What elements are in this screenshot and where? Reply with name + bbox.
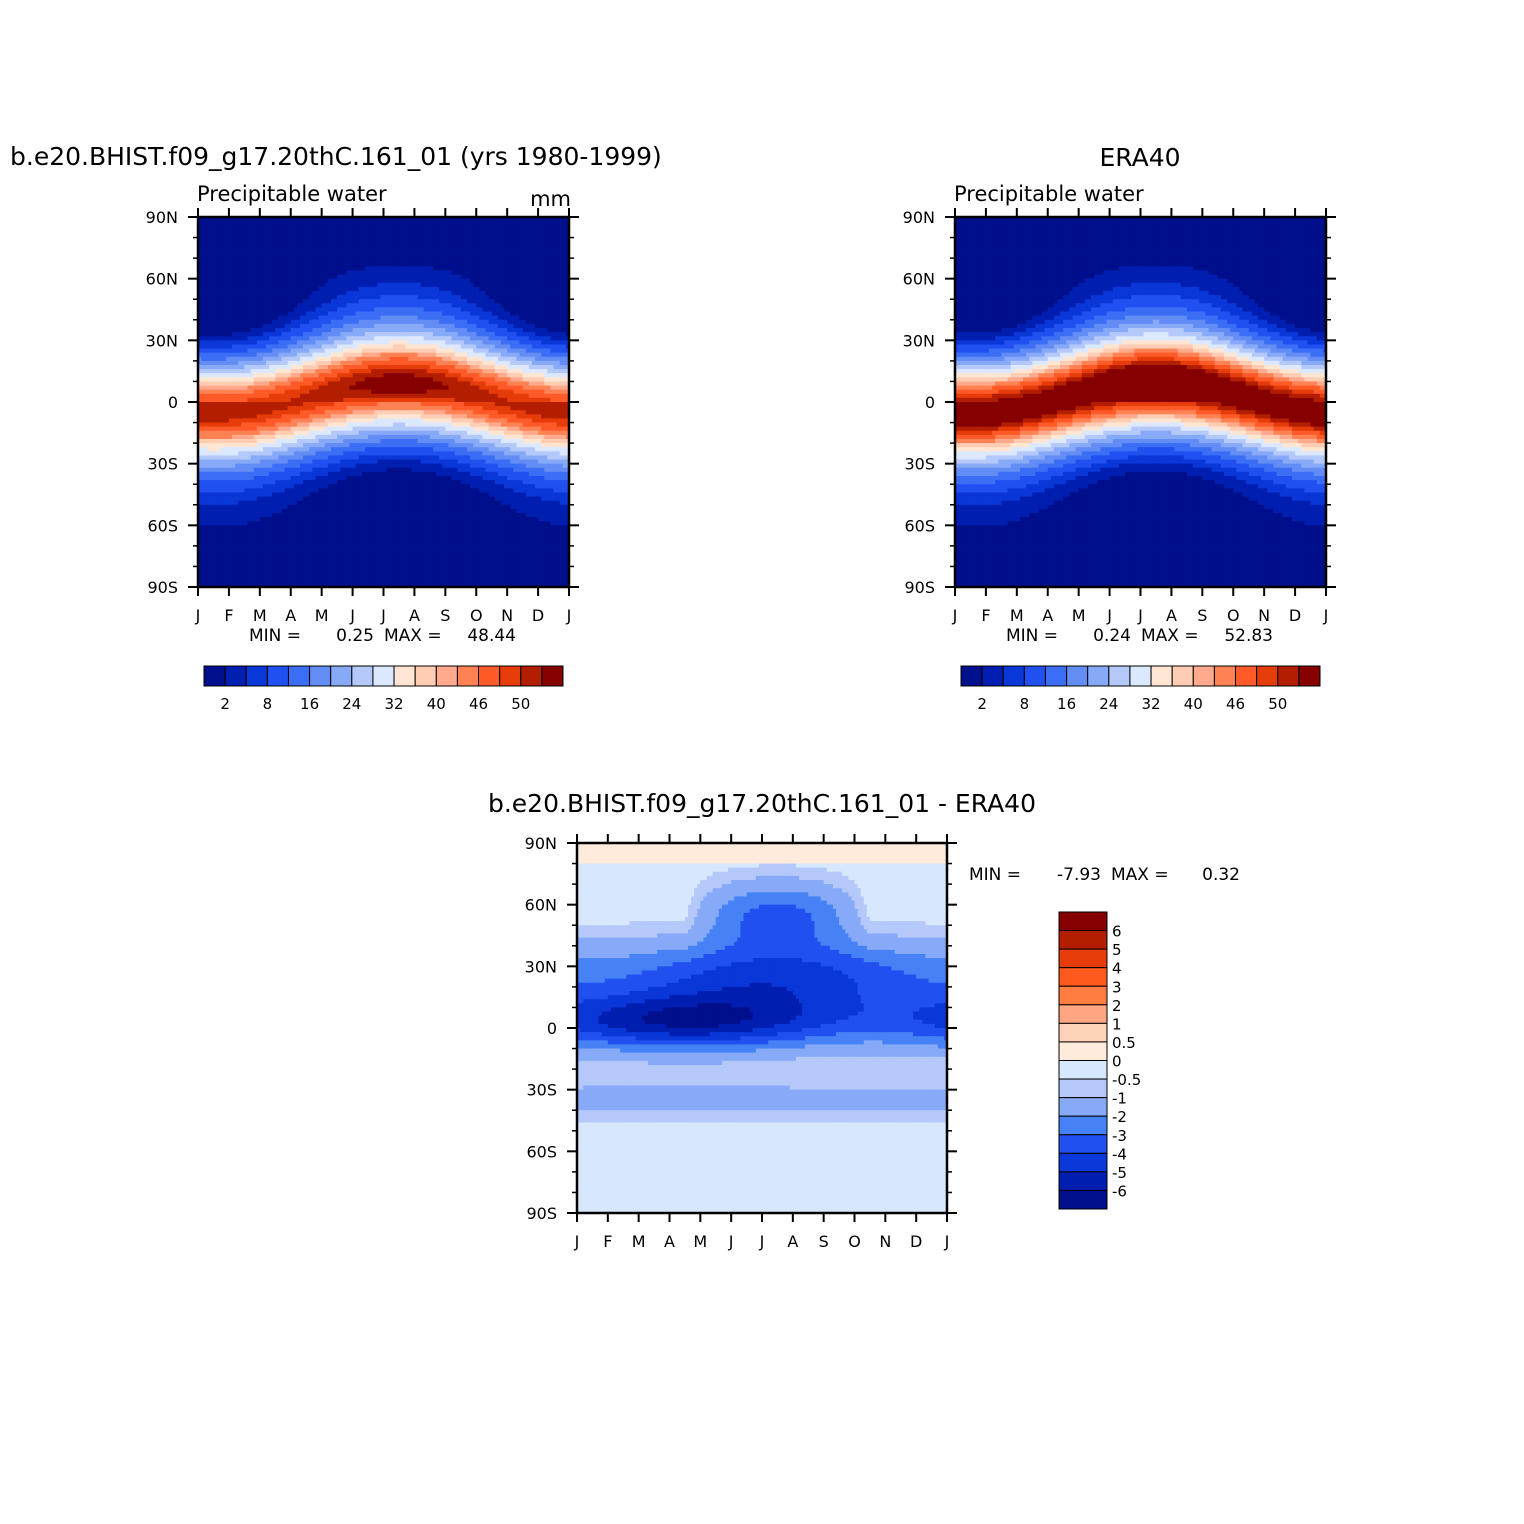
panel-model-subtitle: Precipitable water — [197, 182, 387, 206]
panel-model-title: b.e20.BHIST.f09_g17.20thC.161_01 (yrs 19… — [10, 142, 662, 171]
panel-model-units: mm — [530, 187, 571, 211]
panel-model: b.e20.BHIST.f09_g17.20thC.161_01 (yrs 19… — [10, 142, 662, 713]
contour-field — [198, 217, 570, 588]
